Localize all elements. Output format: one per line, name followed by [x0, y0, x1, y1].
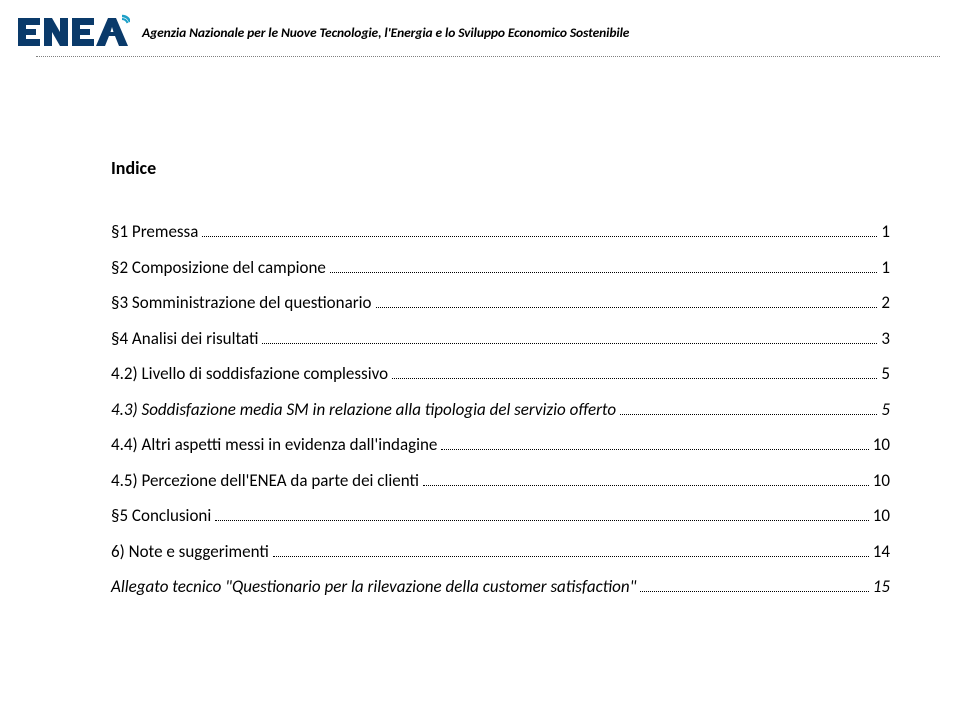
toc-entry-page: 10: [873, 505, 890, 526]
page-header: Agenzia Nazionale per le Nuove Tecnologi…: [16, 14, 900, 50]
toc-entry-label: 4.5) Percezione dell'ENEA da parte dei c…: [111, 470, 419, 491]
toc-entry-page: 1: [881, 221, 890, 242]
table-of-contents: §1 Premessa 1§2 Composizione del campion…: [111, 221, 890, 597]
toc-entry[interactable]: 4.2) Livello di soddisfazione complessiv…: [111, 363, 890, 384]
agency-tagline: Agenzia Nazionale per le Nuove Tecnologi…: [142, 24, 629, 41]
enea-logo-svg: [18, 14, 130, 50]
toc-entry-label: §3 Somministrazione del questionario: [111, 292, 372, 313]
toc-leader-dots: [202, 236, 877, 237]
toc-entry[interactable]: §4 Analisi dei risultati 3: [111, 328, 890, 349]
toc-leader-dots: [423, 485, 869, 486]
toc-entry-page: 10: [873, 470, 890, 491]
toc-entry-page: 5: [881, 363, 890, 384]
toc-leader-dots: [640, 591, 868, 592]
toc-entry[interactable]: 6) Note e suggerimenti 14: [111, 541, 890, 562]
toc-entry-page: 15: [873, 576, 890, 597]
indice-heading: Indice: [111, 157, 890, 179]
toc-entry[interactable]: §3 Somministrazione del questionario 2: [111, 292, 890, 313]
toc-entry[interactable]: §2 Composizione del campione 1: [111, 257, 890, 278]
toc-leader-dots: [262, 343, 877, 344]
toc-entry[interactable]: §1 Premessa 1: [111, 221, 890, 242]
toc-leader-dots: [441, 449, 868, 450]
toc-entry-page: 14: [873, 541, 890, 562]
toc-entry-label: 4.4) Altri aspetti messi in evidenza dal…: [111, 434, 437, 455]
page: Agenzia Nazionale per le Nuove Tecnologi…: [0, 0, 960, 727]
toc-entry-label: §5 Conclusioni: [111, 505, 211, 526]
toc-entry-page: 3: [881, 328, 890, 349]
toc-entry-page: 1: [881, 257, 890, 278]
toc-leader-dots: [215, 520, 869, 521]
toc-entry[interactable]: 4.4) Altri aspetti messi in evidenza dal…: [111, 434, 890, 455]
toc-leader-dots: [620, 414, 877, 415]
toc-leader-dots: [273, 556, 869, 557]
toc-entry-label: §4 Analisi dei risultati: [111, 328, 258, 349]
toc-entry-page: 2: [881, 292, 890, 313]
toc-entry-label: 6) Note e suggerimenti: [111, 541, 269, 562]
enea-logo: [18, 14, 130, 50]
content-area: Indice §1 Premessa 1§2 Composizione del …: [16, 57, 900, 597]
toc-entry-page: 10: [873, 434, 890, 455]
toc-entry-label: §1 Premessa: [111, 221, 198, 242]
toc-entry-label: 4.3) Soddisfazione media SM in relazione…: [111, 399, 616, 420]
toc-entry-label: §2 Composizione del campione: [111, 257, 326, 278]
toc-leader-dots: [330, 272, 877, 273]
toc-entry-label: 4.2) Livello di soddisfazione complessiv…: [111, 363, 388, 384]
toc-entry-label: Allegato tecnico "Questionario per la ri…: [111, 576, 636, 597]
toc-entry[interactable]: 4.5) Percezione dell'ENEA da parte dei c…: [111, 470, 890, 491]
toc-entry[interactable]: Allegato tecnico "Questionario per la ri…: [111, 576, 890, 597]
toc-entry-page: 5: [881, 399, 890, 420]
toc-entry[interactable]: §5 Conclusioni 10: [111, 505, 890, 526]
toc-leader-dots: [376, 307, 878, 308]
toc-entry[interactable]: 4.3) Soddisfazione media SM in relazione…: [111, 399, 890, 420]
toc-leader-dots: [392, 378, 877, 379]
